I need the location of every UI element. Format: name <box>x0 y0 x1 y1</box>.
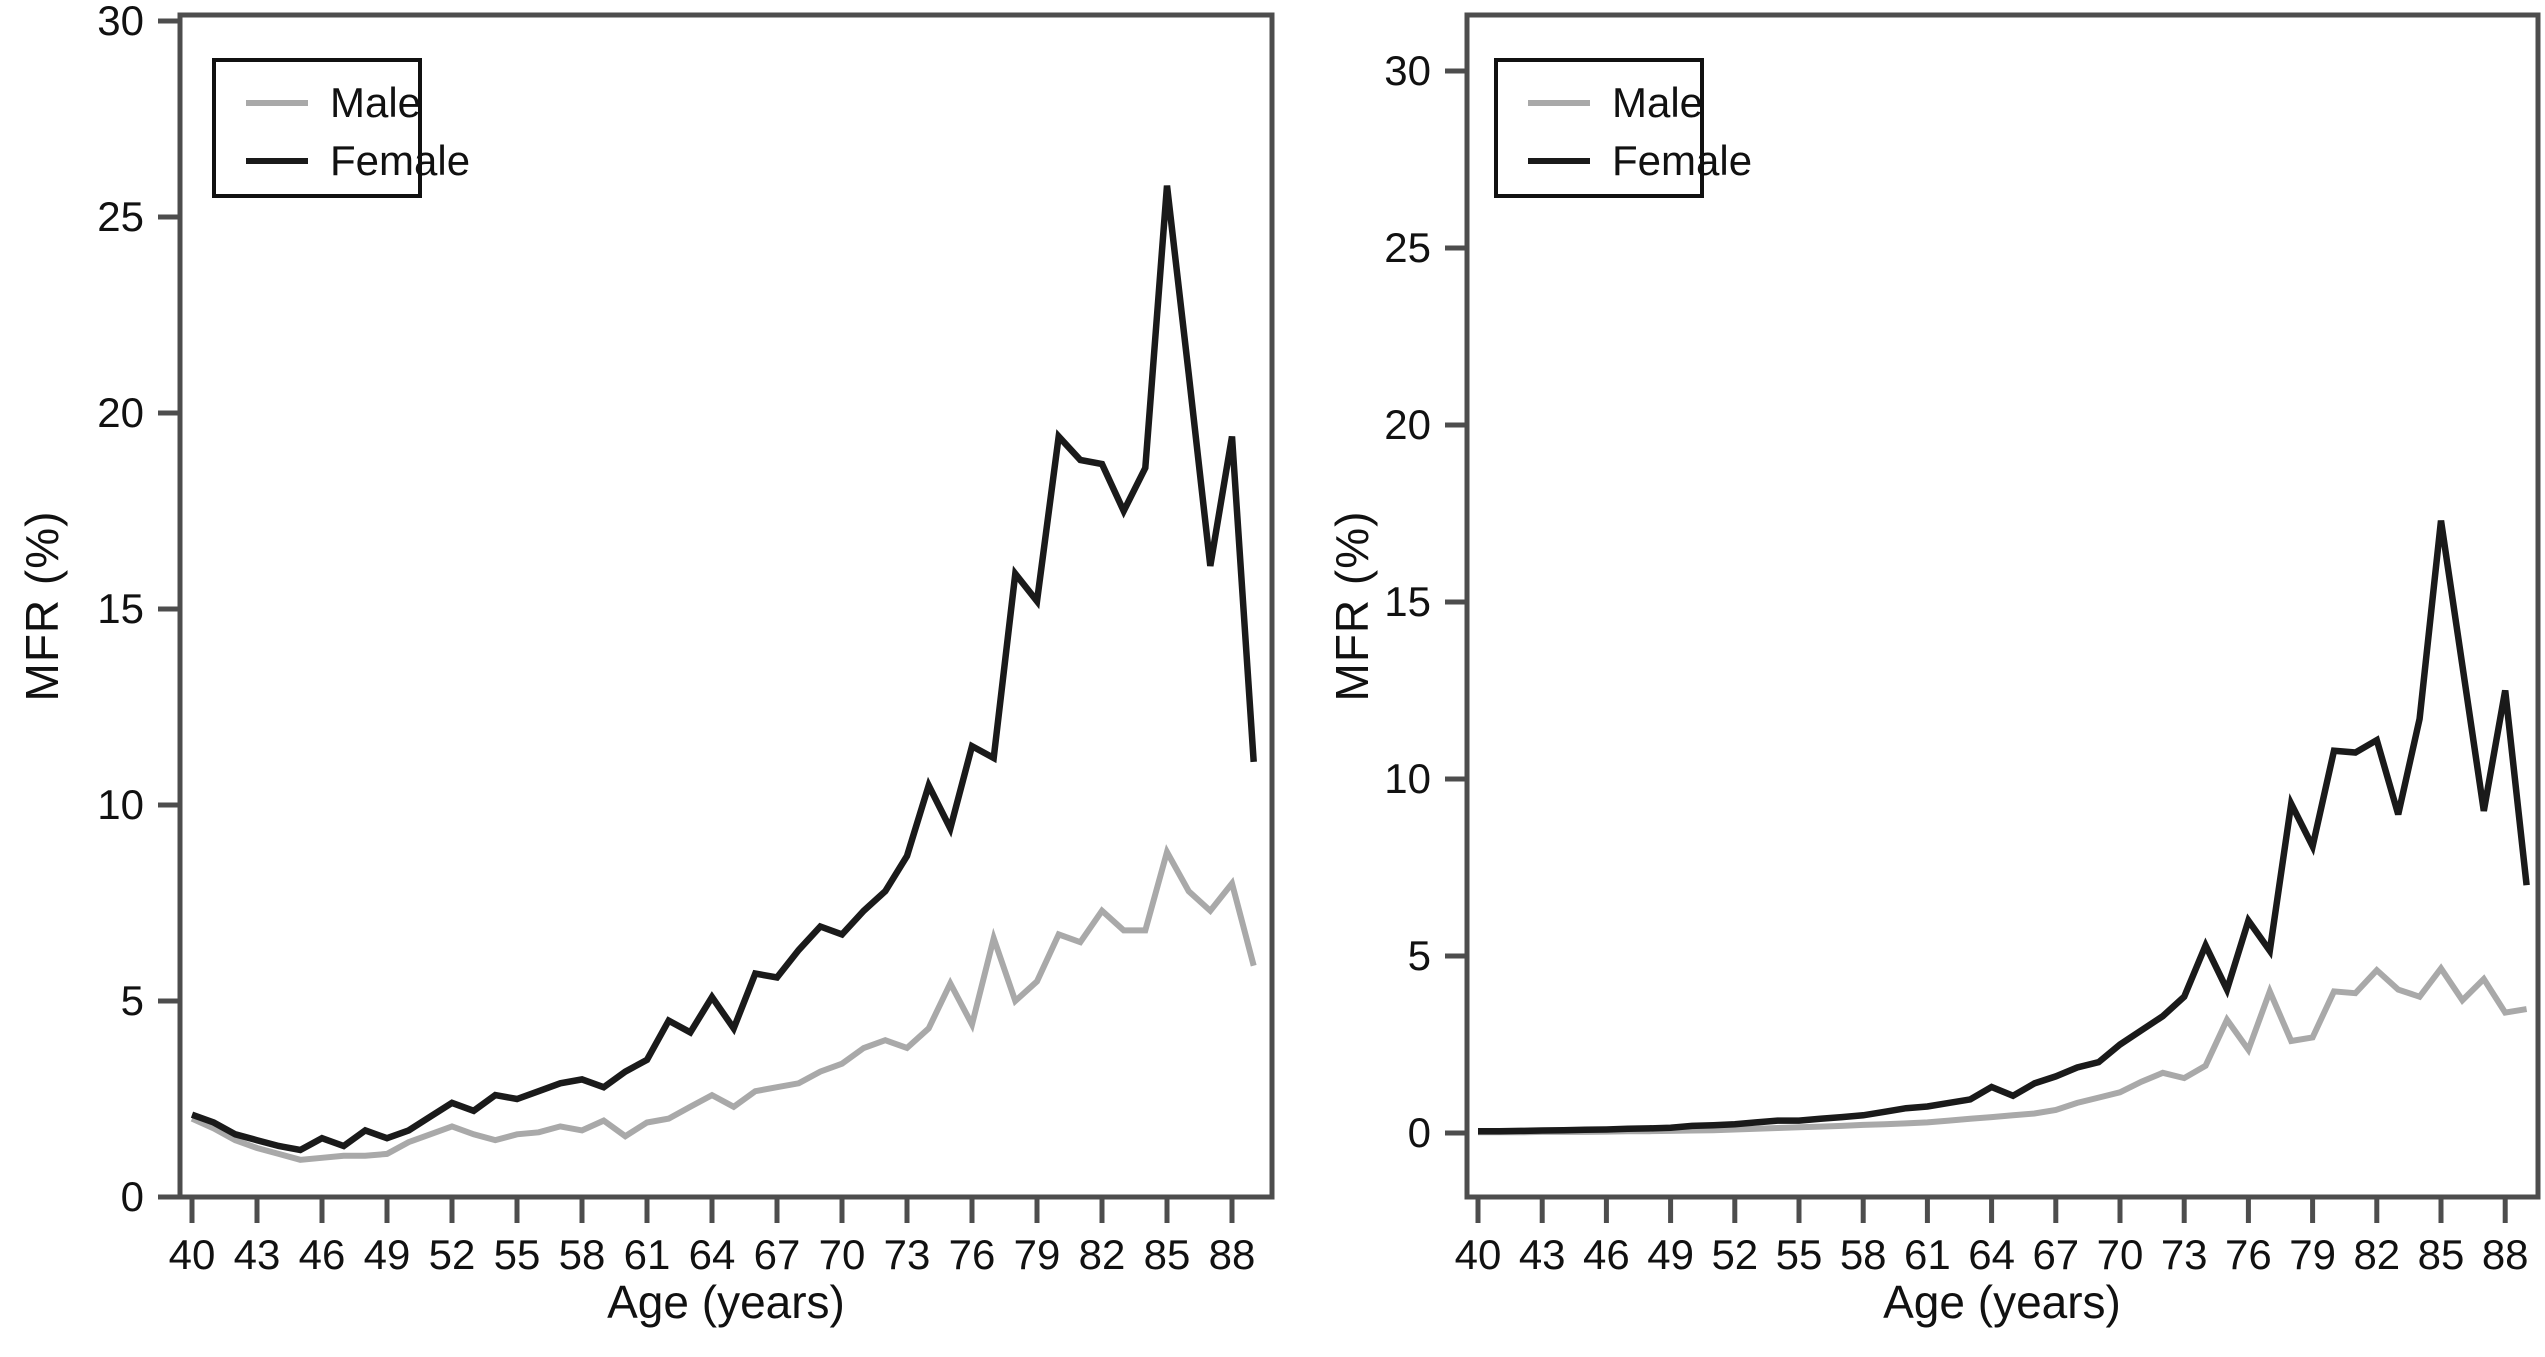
x-tick-label: 85 <box>2418 1231 2465 1278</box>
y-tick-label: 20 <box>97 389 144 436</box>
right-chart-panel: 0 5 10 15 20 25 30 40 43 46 49 52 55 58 61 64 67 70 73 76 79… <box>1384 12 2541 1278</box>
x-tick-label: 43 <box>1519 1231 1566 1278</box>
x-tick-label: 82 <box>2353 1231 2400 1278</box>
legend-item-female: Female <box>1498 132 1752 190</box>
x-tick-label: 52 <box>429 1231 476 1278</box>
x-tick-label: 88 <box>1209 1231 1256 1278</box>
x-tick-label: 46 <box>1583 1231 1630 1278</box>
x-tick-label: 76 <box>2225 1231 2272 1278</box>
x-tick-label: 67 <box>754 1231 801 1278</box>
male-line <box>190 844 1257 1163</box>
x-tick-label: 67 <box>2032 1231 2079 1278</box>
y-tick-label: 5 <box>1408 932 1431 979</box>
x-tick-label: 73 <box>2161 1231 2208 1278</box>
x-tick-label: 55 <box>1776 1231 1823 1278</box>
right-legend: Male Female <box>1494 58 1752 198</box>
x-tick-label: 58 <box>1840 1231 1887 1278</box>
y-tick-label: 10 <box>1384 755 1431 802</box>
x-tick-label: 70 <box>819 1231 866 1278</box>
y-tick-label: 15 <box>1384 578 1431 625</box>
x-tick-label: 61 <box>624 1231 671 1278</box>
x-tick-label: 79 <box>2289 1231 2336 1278</box>
x-tick-label: 40 <box>1455 1231 1502 1278</box>
x-tick-label: 82 <box>1079 1231 1126 1278</box>
female-line-swatch-icon <box>1528 158 1590 164</box>
left-legend: Male Female <box>212 58 470 198</box>
x-tick-label: 70 <box>2097 1231 2144 1278</box>
legend-female-label: Female <box>330 137 471 184</box>
female-line <box>190 185 1257 1154</box>
x-tick-label: 64 <box>689 1231 736 1278</box>
x-tick-label: 43 <box>234 1231 281 1278</box>
x-tick-label: 52 <box>1711 1231 1758 1278</box>
x-tick-label: 61 <box>1904 1231 1951 1278</box>
male-line-swatch-icon <box>246 100 308 106</box>
left-x-axis-title: Age (years) <box>607 1276 845 1328</box>
x-tick-label: 40 <box>169 1231 216 1278</box>
y-tick-label: 30 <box>97 0 144 44</box>
legend-male-label: Male <box>1612 79 1704 126</box>
male-line-swatch-icon <box>1528 100 1590 106</box>
legend-item-female: Female <box>216 132 470 190</box>
y-tick-label: 0 <box>121 1173 144 1220</box>
y-tick-label: 30 <box>1384 47 1431 94</box>
right-y-axis-title: MFR (%) <box>1326 510 1378 702</box>
x-tick-label: 85 <box>1144 1231 1191 1278</box>
y-tick-label: 20 <box>1384 401 1431 448</box>
x-tick-label: 58 <box>559 1231 606 1278</box>
right-x-axis-title: Age (years) <box>1883 1276 2121 1328</box>
x-tick-label: 55 <box>494 1231 541 1278</box>
x-tick-label: 46 <box>299 1231 346 1278</box>
female-line <box>1478 520 2530 1135</box>
x-axis-ticks: 40 43 46 49 52 55 58 61 64 67 70 73 76 79 82 85 88 <box>1455 1197 2529 1278</box>
plot-frame <box>177 12 1275 1200</box>
x-axis-ticks: 40 43 46 49 52 55 58 61 64 67 70 73 76 79 82 85 88 <box>169 1197 1256 1278</box>
left-chart-panel: 0 5 10 15 20 25 30 40 43 46 49 52 55 58 61 64 67 70 73 76 79… <box>97 0 1275 1278</box>
y-tick-label: 15 <box>97 585 144 632</box>
x-tick-label: 79 <box>1014 1231 1061 1278</box>
x-tick-label: 73 <box>884 1231 931 1278</box>
legend-item-male: Male <box>1498 74 1704 132</box>
female-line-swatch-icon <box>246 158 308 164</box>
legend-female-label: Female <box>1612 137 1753 184</box>
x-tick-label: 64 <box>1968 1231 2015 1278</box>
y-tick-label: 10 <box>97 781 144 828</box>
legend-item-male: Male <box>216 74 422 132</box>
plot-frame <box>1464 12 2541 1200</box>
left-y-axis-title: MFR (%) <box>16 510 68 702</box>
x-tick-label: 49 <box>1647 1231 1694 1278</box>
x-tick-label: 88 <box>2482 1231 2529 1278</box>
male-line <box>1478 963 2528 1136</box>
y-tick-label: 25 <box>97 193 144 240</box>
y-tick-label: 25 <box>1384 224 1431 271</box>
y-axis-ticks: 0 5 10 15 20 25 30 <box>97 0 180 1220</box>
x-tick-label: 76 <box>949 1231 996 1278</box>
y-tick-label: 0 <box>1408 1109 1431 1156</box>
x-tick-label: 49 <box>364 1231 411 1278</box>
legend-male-label: Male <box>330 79 422 126</box>
y-tick-label: 5 <box>121 977 144 1024</box>
y-axis-ticks: 0 5 10 15 20 25 30 <box>1384 47 1467 1156</box>
